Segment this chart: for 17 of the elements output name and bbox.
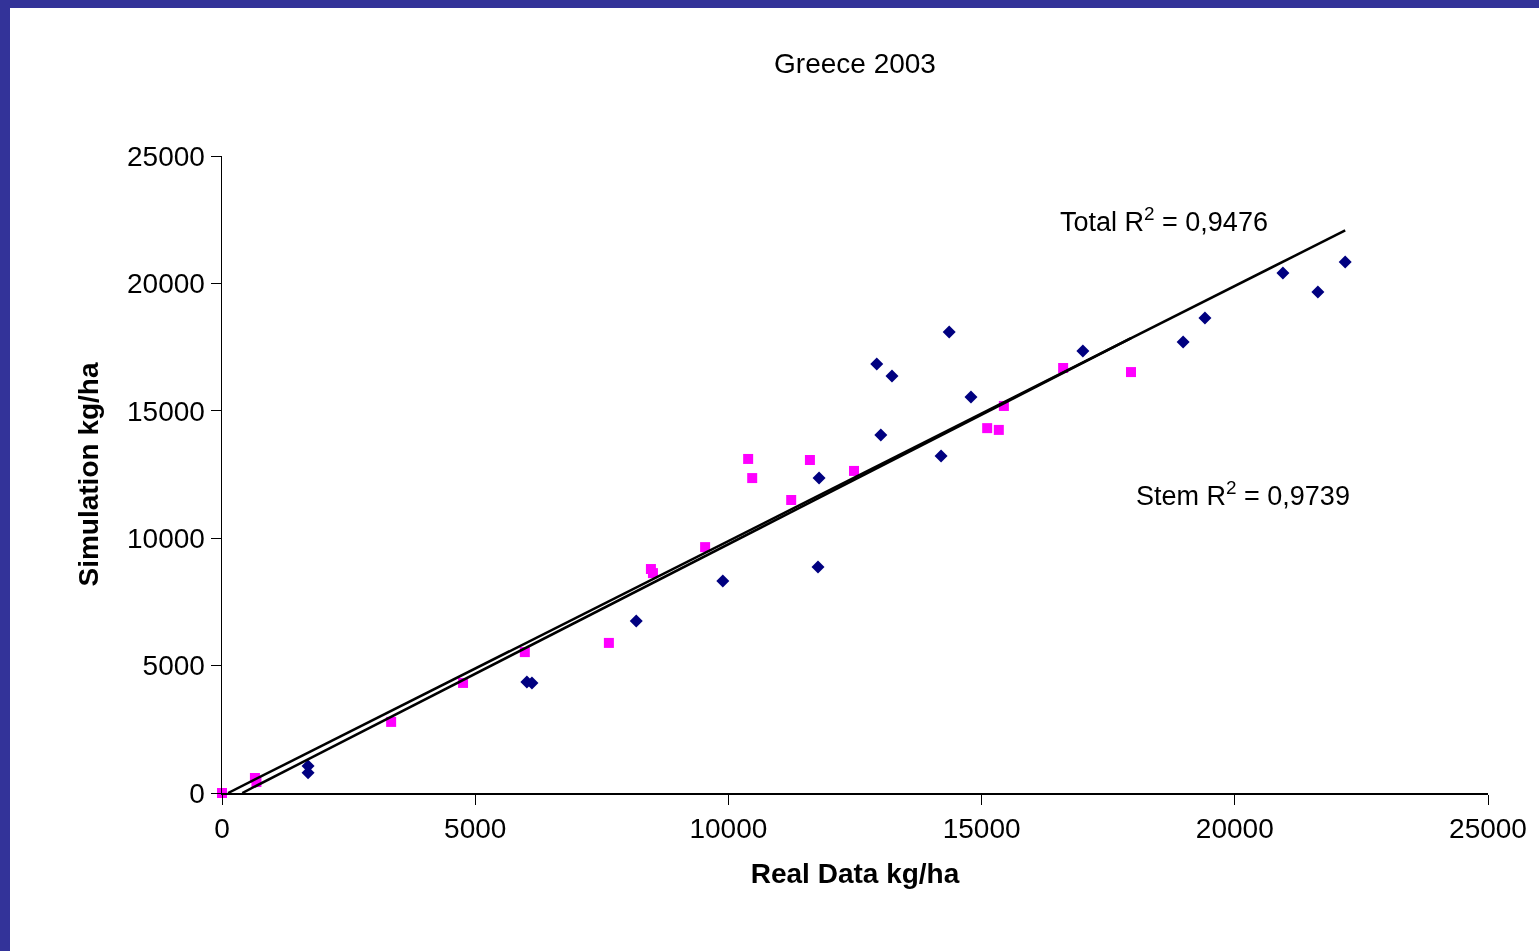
x-tick-label: 25000 <box>1449 813 1527 845</box>
y-tick-label: 10000 <box>127 523 205 554</box>
y-tick-label: 0 <box>189 777 205 809</box>
annotation: Stem R$^{2}$ = 0,9739 <box>1136 477 1350 512</box>
y-tick-label: 25000 <box>127 140 205 172</box>
chart-title: Greece 2003 <box>774 47 936 79</box>
y-tick-label: 5000 <box>142 650 205 682</box>
annotation: Total R$^{2}$ = 0,9476 <box>1060 203 1268 238</box>
y-tick-label: 15000 <box>127 395 205 427</box>
x-tick-label: 10000 <box>689 813 768 845</box>
x-axis-title: Real Data kg/ha <box>750 857 960 889</box>
x-tick-label: 15000 <box>942 813 1021 845</box>
y-tick-label: 20000 <box>127 268 205 300</box>
x-tick-label: 5000 <box>444 813 507 845</box>
x-tick-label: 0 <box>214 813 230 845</box>
y-axis-title: Simulation kg/ha <box>72 362 104 587</box>
x-tick-label: 20000 <box>1195 813 1274 845</box>
